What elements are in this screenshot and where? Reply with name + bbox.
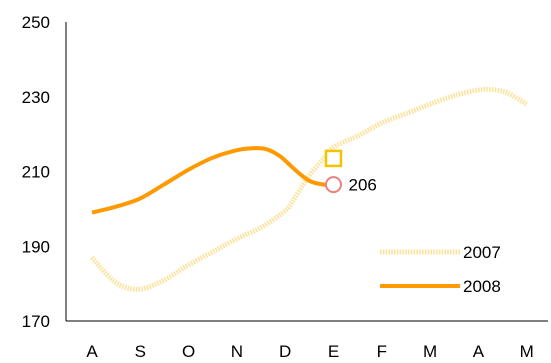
x-tick-label: A <box>473 342 485 361</box>
legend-label: 2008 <box>463 277 501 296</box>
x-tick-label: E <box>328 342 339 361</box>
y-axis-tick-labels: 170 190 210 230 250 <box>22 13 50 331</box>
x-tick-label: F <box>377 342 387 361</box>
y-tick-label: 230 <box>22 88 50 107</box>
chart-legend: 2007 2008 <box>380 243 501 296</box>
chart-axes <box>65 22 548 322</box>
x-tick-label: O <box>182 342 195 361</box>
annotation-square-marker <box>324 149 343 168</box>
series-line-2007 <box>90 86 528 292</box>
x-tick-label: S <box>135 342 146 361</box>
x-tick-label: N <box>231 342 243 361</box>
chart-series <box>90 86 528 292</box>
chart-annotations: 206 <box>324 149 377 195</box>
x-tick-label: M <box>423 342 437 361</box>
y-tick-label: 250 <box>22 13 50 32</box>
annotation-circle-marker <box>325 176 342 194</box>
series-line-2008 <box>91 146 334 215</box>
y-tick-label: 210 <box>22 163 50 182</box>
y-tick-label: 190 <box>22 237 50 256</box>
y-tick-label: 170 <box>22 312 50 331</box>
legend-label: 2007 <box>463 243 501 262</box>
x-tick-label: A <box>86 342 98 361</box>
x-tick-label: D <box>279 342 291 361</box>
annotation-label: 206 <box>349 176 377 195</box>
x-tick-label: M <box>520 342 534 361</box>
